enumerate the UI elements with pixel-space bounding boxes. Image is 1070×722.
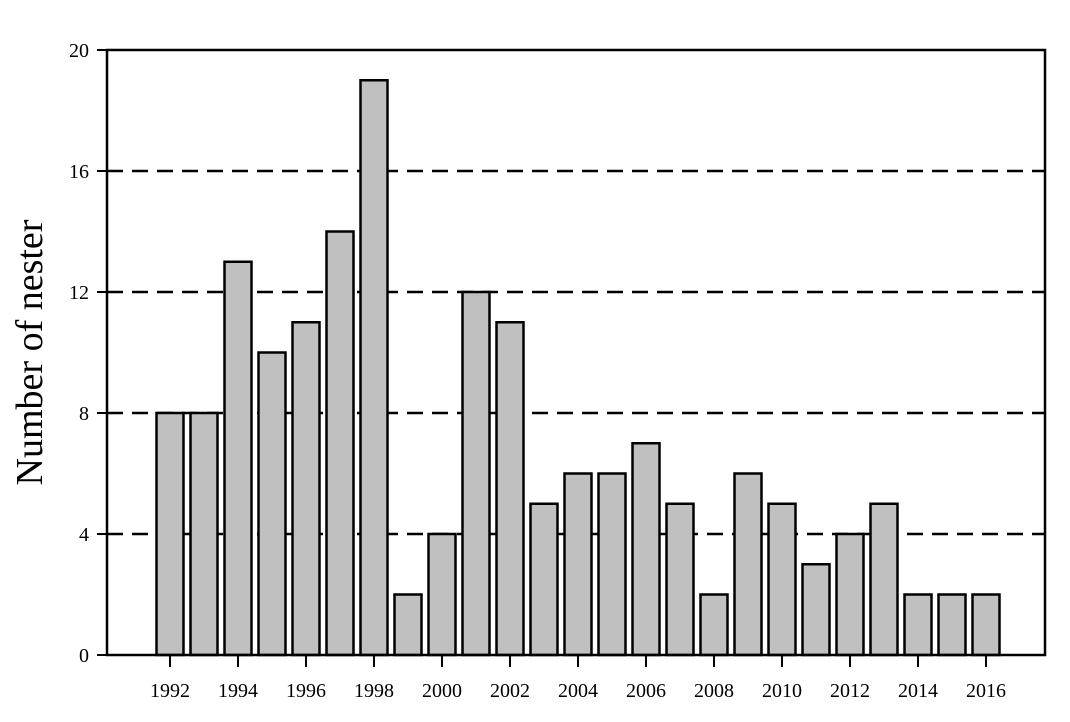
x-tick-label-2008: 2008 [694,680,734,702]
bar-1992 [155,411,185,657]
bar-1997 [325,230,355,657]
x-tick-label-2006: 2006 [626,680,666,702]
bar-2015 [937,593,967,657]
bar-2002 [495,321,525,657]
bar-2006 [631,442,661,657]
bar-2000 [427,532,457,657]
bar-2001 [461,290,491,657]
bars [155,79,1001,657]
bar-1998 [359,79,389,657]
bar-1994 [223,260,253,657]
bar-1993 [189,411,219,657]
x-axis-ticks: 1992 1994 1996 1998 2000 2002 2004 2006 2008 2010… [150,655,1006,702]
bar-2003 [529,502,559,657]
x-tick-label-2000: 2000 [422,680,462,702]
x-tick-label-1992: 1992 [150,680,190,702]
bar-2009 [733,472,763,657]
bar-2013 [869,502,899,657]
bar-2014 [903,593,933,657]
y-axis-ticks: 0 4 8 12 16 20 [69,40,107,667]
bar-2010 [767,502,797,657]
y-tick-label-0: 0 [79,645,89,667]
x-tick-label-1994: 1994 [218,680,258,702]
y-tick-label-16: 16 [69,161,89,183]
bar-2012 [835,532,865,657]
x-tick-label-2012: 2012 [830,680,870,702]
y-tick-label-4: 4 [79,524,89,546]
bar-2011 [801,563,831,657]
bar-2005 [597,472,627,657]
y-tick-label-8: 8 [79,403,89,425]
bar-2007 [665,502,695,657]
y-tick-label-12: 12 [69,282,89,304]
bar-1999 [393,593,423,657]
x-tick-label-1998: 1998 [354,680,394,702]
x-tick-label-2004: 2004 [558,680,598,702]
y-tick-label-20: 20 [69,40,89,62]
x-tick-label-1996: 1996 [286,680,326,702]
bar-2008 [699,593,729,657]
x-tick-label-2010: 2010 [762,680,802,702]
x-tick-label-2002: 2002 [490,680,530,702]
x-tick-label-2016: 2016 [966,680,1006,702]
bar-2004 [563,472,593,657]
bar-1995 [257,351,287,657]
y-axis-title: Number of nester [9,219,51,485]
x-tick-label-2014: 2014 [898,680,938,702]
plot-frame [105,48,1047,657]
bar-1996 [291,321,321,657]
bar-2016 [971,593,1001,657]
